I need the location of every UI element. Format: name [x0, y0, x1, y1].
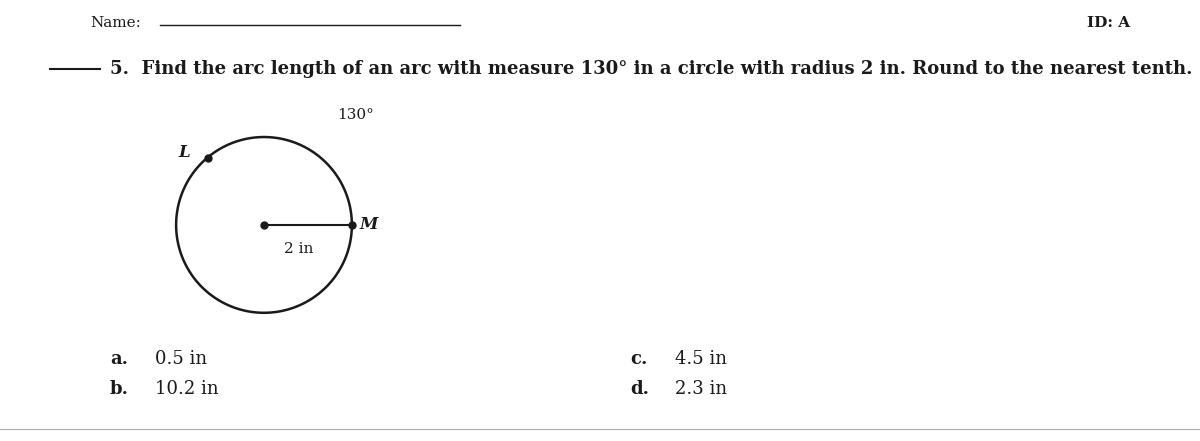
- Text: d.: d.: [630, 380, 649, 398]
- Text: 130°: 130°: [337, 108, 374, 122]
- Text: Name:: Name:: [90, 16, 140, 30]
- Text: c.: c.: [630, 350, 647, 368]
- Text: 4.5 in: 4.5 in: [674, 350, 727, 368]
- Text: M: M: [359, 217, 378, 233]
- Text: L: L: [179, 144, 191, 161]
- Text: 10.2 in: 10.2 in: [155, 380, 218, 398]
- Text: 5.  Find the arc length of an arc with measure 130° in a circle with radius 2 in: 5. Find the arc length of an arc with me…: [110, 60, 1193, 78]
- Text: ID: A: ID: A: [1087, 16, 1130, 30]
- Text: 0.5 in: 0.5 in: [155, 350, 208, 368]
- Text: 2.3 in: 2.3 in: [674, 380, 727, 398]
- Text: b.: b.: [110, 380, 130, 398]
- Text: a.: a.: [110, 350, 128, 368]
- Text: 2 in: 2 in: [284, 242, 314, 256]
